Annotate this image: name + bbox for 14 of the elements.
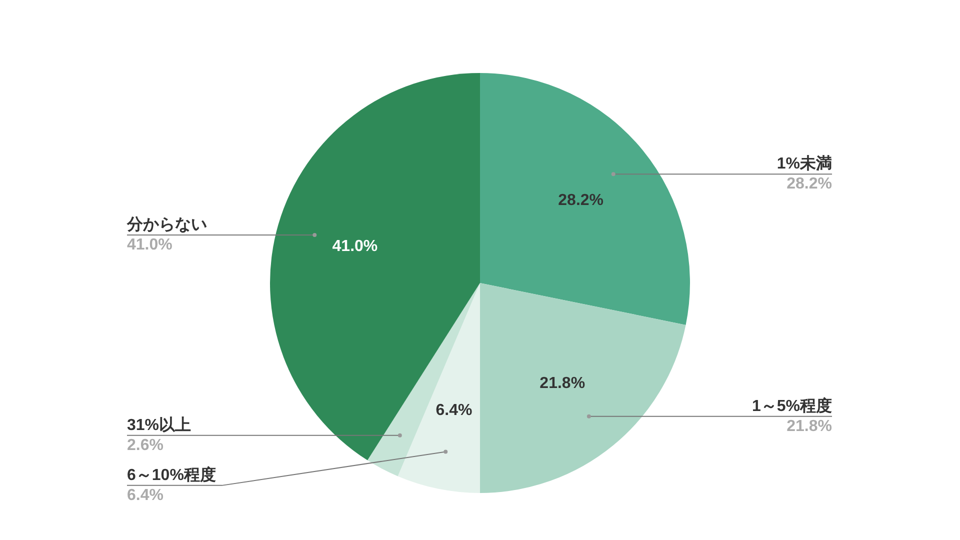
data-label: 21.8%: [540, 375, 586, 392]
data-label: 2.6%: [127, 436, 164, 454]
slice-label: 1～5%程度: [752, 396, 832, 415]
text: 41.0%: [127, 236, 172, 254]
text: 21.8%: [786, 418, 832, 435]
text: 28.2%: [786, 175, 832, 192]
text: 6.4%: [127, 486, 164, 504]
data-label: 6.4%: [436, 402, 472, 419]
slice-label: 31%以上: [127, 416, 192, 434]
slice-label: 1%未満: [776, 154, 832, 172]
data-label: 28.2%: [558, 192, 604, 210]
slice-label: 分からない: [126, 215, 207, 234]
data-label: 41.0%: [332, 238, 378, 256]
slice-label: 6～10%程度: [127, 464, 216, 484]
